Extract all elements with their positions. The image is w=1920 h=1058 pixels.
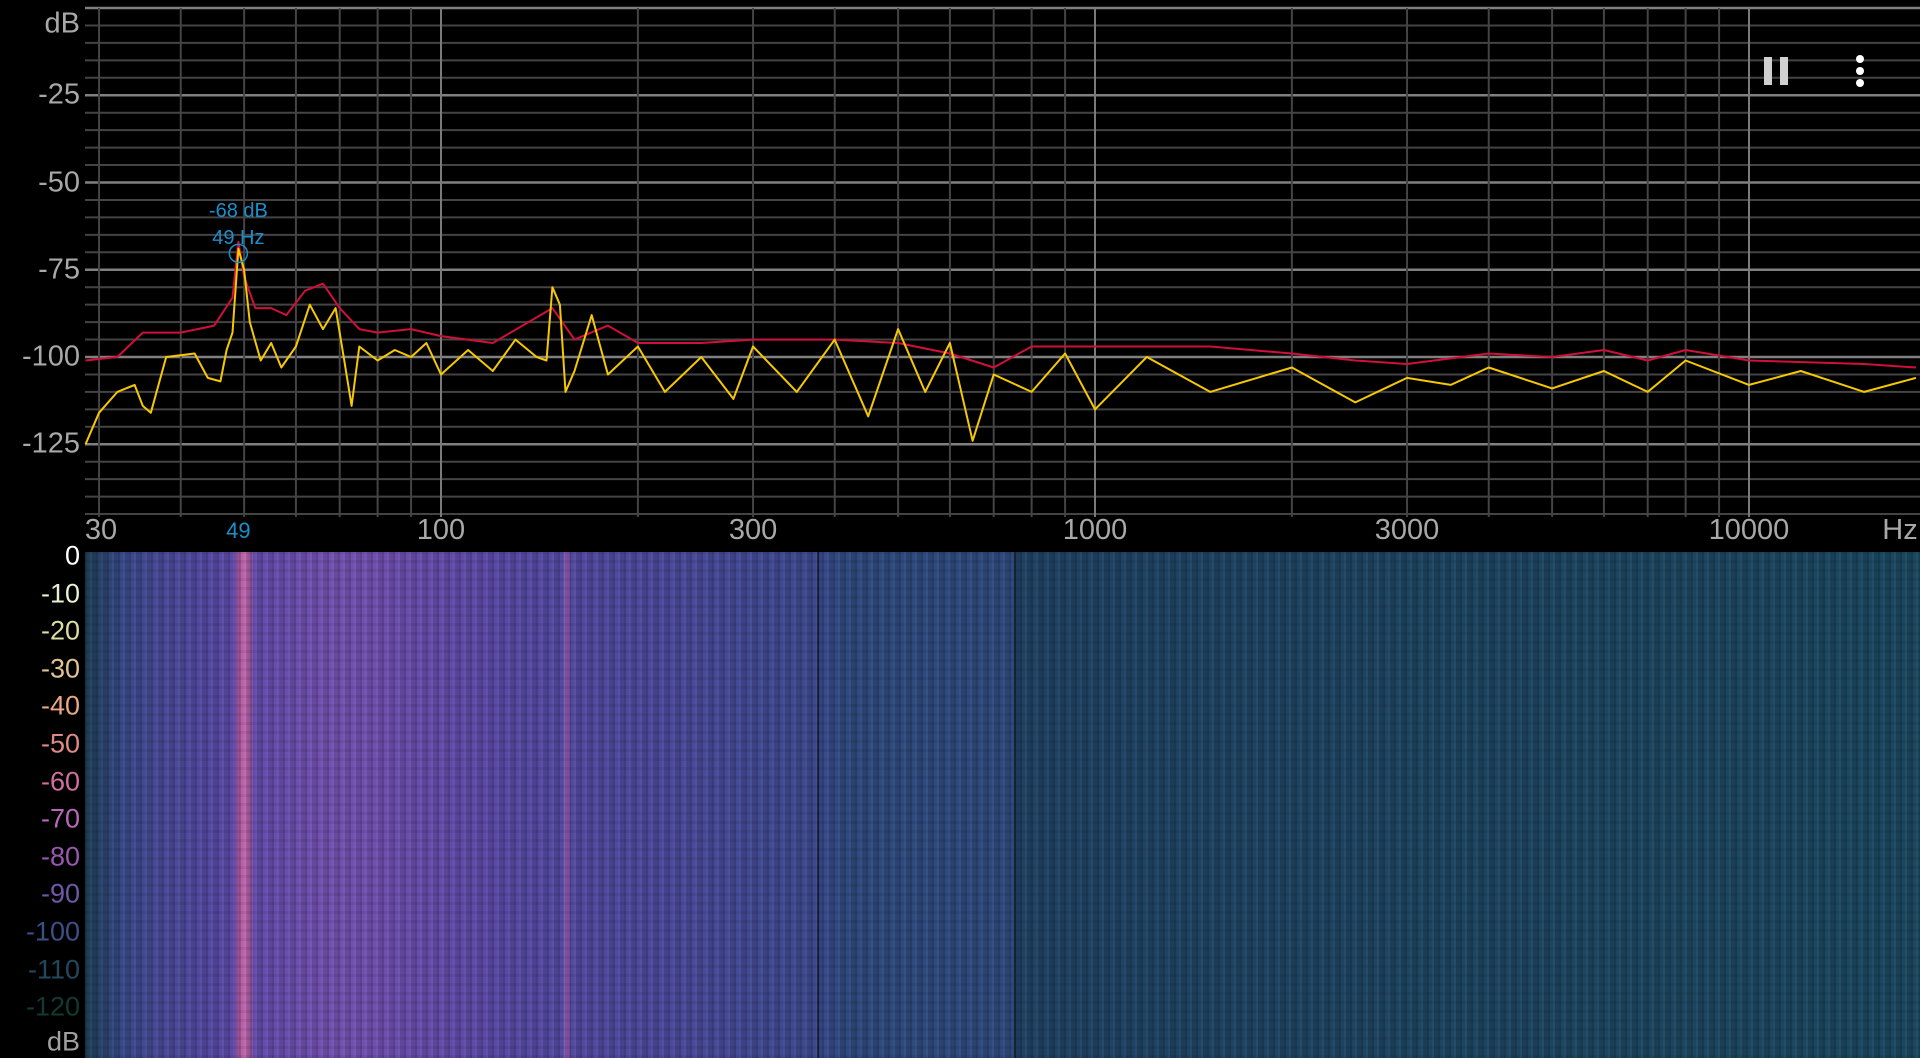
- spectrogram-line-148hz: [564, 552, 570, 1058]
- x-tick-label: 1000: [1062, 514, 1128, 546]
- y-tick-label: -100: [21, 340, 80, 373]
- spectrogram-scale-label: -10: [40, 578, 80, 609]
- x-tick-label: 30: [84, 514, 118, 546]
- spectrogram-region-purple: [205, 552, 505, 1058]
- x-tick-label: 3000: [1374, 514, 1440, 546]
- y-tick-label: -125: [21, 427, 80, 460]
- spectrogram-scale-label: 0: [64, 540, 80, 571]
- spectrogram-scale-label: -60: [40, 766, 80, 797]
- y-tick-label: -75: [38, 253, 80, 286]
- pause-icon: [1764, 57, 1788, 85]
- spectrogram-scale-label: -70: [40, 803, 80, 834]
- more-options-button[interactable]: [1840, 50, 1880, 90]
- peak-frequency-axis-label: 49: [226, 518, 251, 543]
- spectrogram-peak-line-49hz: [235, 552, 253, 1058]
- spectrogram-scale-label: -110: [27, 954, 80, 985]
- y-tick-label: -50: [38, 166, 80, 198]
- peak-marker: [228, 243, 249, 264]
- spectrogram-scale-label: -50: [40, 728, 80, 759]
- spectrogram: [85, 552, 1920, 1058]
- spectrogram-texture: [85, 552, 1920, 1058]
- spectrogram-scale-label: -30: [40, 653, 80, 684]
- spectrum-line: [84, 247, 1917, 445]
- spectrogram-divider: [1014, 552, 1016, 1058]
- spectrogram-divider: [817, 552, 819, 1058]
- x-tick-label: 300: [728, 514, 778, 546]
- spectrum-plot: [84, 6, 1920, 517]
- spectrogram-unit-label: dB: [46, 1026, 80, 1057]
- peak-hz-label: 49 Hz: [212, 227, 265, 249]
- x-tick-label: Hz: [1882, 514, 1918, 546]
- spectrogram-scale-label: -100: [25, 916, 80, 947]
- spectrogram-scale-label: -120: [25, 991, 80, 1022]
- spectrogram-scale-label: -40: [40, 690, 80, 721]
- y-tick-label: dB: [44, 7, 80, 40]
- x-tick-label: 100: [416, 514, 466, 546]
- spectrogram-scale-label: -90: [40, 878, 80, 909]
- spectrogram-scale-label: -20: [40, 615, 80, 646]
- y-tick-label: -25: [38, 78, 80, 111]
- spectrogram-scale-label: -80: [40, 841, 80, 872]
- pause-button[interactable]: [1756, 50, 1796, 90]
- more-vert-icon: [1856, 55, 1864, 87]
- x-tick-label: 10000: [1708, 514, 1790, 546]
- peak-db-label: -68 dB: [208, 200, 268, 222]
